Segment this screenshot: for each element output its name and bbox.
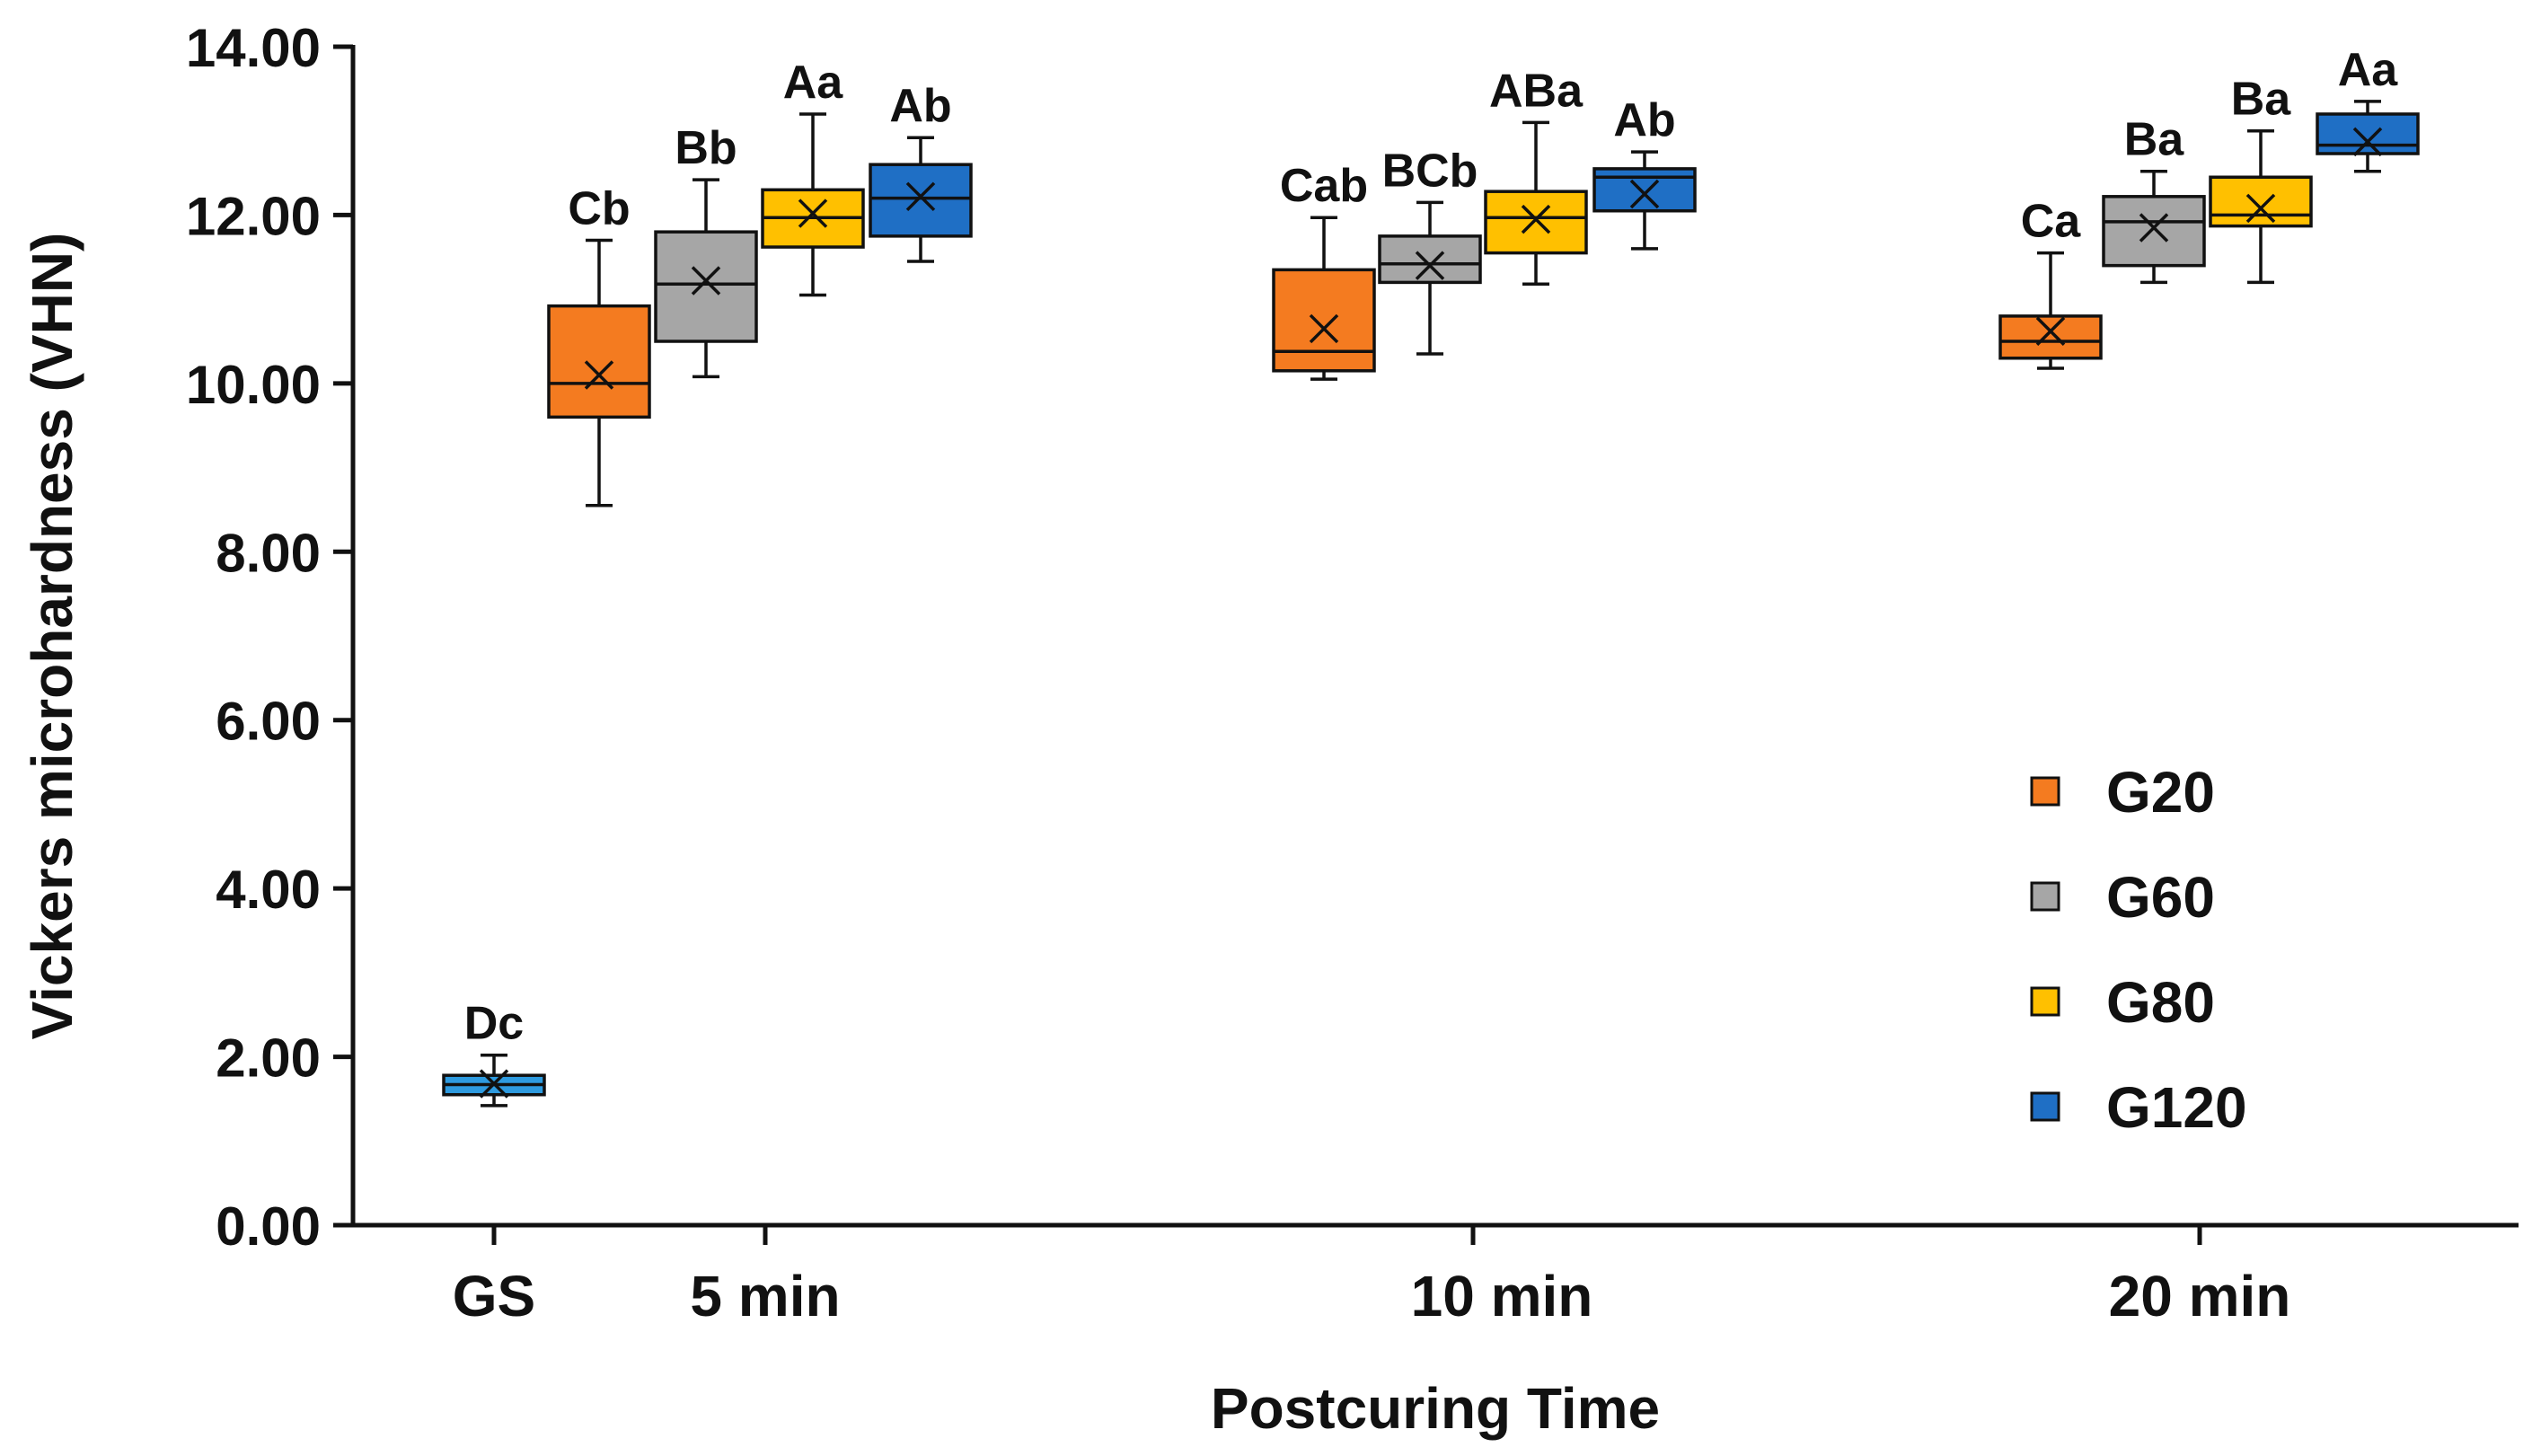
y-axis-ticks: 0.00 2.00 4.00 6.00 8.00 10.00 12.00 14.00 — [186, 18, 353, 1257]
box-iqr — [2209, 175, 2313, 228]
legend-item-G120: G120 — [2030, 1075, 2247, 1140]
box-iqr — [1484, 190, 1588, 255]
box-5min-G120 — [869, 136, 973, 263]
y-tick-label: 8.00 — [216, 523, 321, 583]
x-tick-label: 20 min — [2109, 1264, 2291, 1328]
box-iqr — [1998, 314, 2103, 360]
significance-letter: Aa — [783, 57, 844, 109]
mean-marker — [479, 1069, 509, 1099]
y-tick-label: 6.00 — [216, 692, 321, 752]
box-20min-G120 — [2316, 100, 2420, 173]
box-iqr — [654, 230, 758, 343]
box-5min-G20 — [547, 238, 651, 507]
y-tick-label: 0.00 — [216, 1196, 321, 1257]
mean-marker — [1629, 179, 1660, 209]
legend-label: G60 — [2106, 865, 2215, 930]
significance-letter: Ba — [2231, 74, 2292, 126]
legend-swatch — [2030, 1091, 2060, 1122]
mean-marker — [584, 360, 614, 390]
legend-label: G20 — [2106, 760, 2215, 825]
significance-letter: Ca — [2021, 196, 2082, 248]
box-10min-G80 — [1484, 120, 1588, 287]
mean-marker — [691, 266, 721, 296]
box-iqr — [869, 163, 973, 238]
box-5min-G80 — [761, 112, 865, 297]
box-20min-G60 — [2102, 169, 2206, 285]
box-10min-G120 — [1592, 150, 1697, 251]
mean-marker — [1309, 313, 1339, 344]
legend-item-G20: G20 — [2030, 760, 2215, 825]
legend-item-G60: G60 — [2030, 865, 2215, 930]
box-iqr — [1378, 234, 1482, 285]
box-10min-G60 — [1378, 200, 1482, 356]
box-20min-G80 — [2209, 128, 2313, 285]
significance-letter: Aa — [2338, 44, 2399, 96]
y-axis-title: Vickers microhardness (VHN) — [20, 233, 84, 1040]
box-20min-G20 — [1998, 251, 2103, 370]
box-series — [442, 100, 2420, 1107]
legend-swatch — [2030, 986, 2060, 1017]
y-tick-label: 2.00 — [216, 1028, 321, 1089]
mean-marker — [1521, 204, 1551, 234]
mean-marker — [905, 181, 936, 212]
significance-letter: Bb — [675, 122, 737, 174]
y-tick-label: 4.00 — [216, 860, 321, 920]
legend-label: G80 — [2106, 970, 2215, 1035]
box-10min-G20 — [1272, 216, 1376, 381]
box-iqr — [1272, 268, 1376, 373]
y-tick-label: 14.00 — [186, 18, 321, 78]
legend-swatch — [2030, 881, 2060, 912]
significance-letter: Dc — [464, 998, 524, 1050]
legend: G20 G60 G80 G120 — [2030, 760, 2247, 1140]
box-iqr — [2316, 112, 2420, 155]
mean-marker — [2352, 127, 2383, 157]
x-axis-title: Postcuring Time — [1211, 1376, 1660, 1441]
y-tick-label: 12.00 — [186, 186, 321, 246]
significance-letter: Ab — [1613, 94, 1675, 146]
significance-letter: Cab — [1280, 160, 1368, 212]
box-iqr — [1592, 167, 1697, 213]
y-tick-label: 10.00 — [186, 355, 321, 415]
mean-marker — [2245, 193, 2276, 224]
box-iqr — [547, 304, 651, 419]
significance-letter: ABa — [1489, 65, 1584, 117]
mean-marker — [1415, 251, 1445, 280]
mean-marker — [2139, 213, 2169, 243]
mean-marker — [2035, 316, 2066, 346]
legend-swatch — [2030, 776, 2060, 807]
legend-item-G80: G80 — [2030, 970, 2215, 1035]
significance-letter: BCb — [1382, 145, 1478, 197]
x-axis-ticks: GS 5 min 10 min 20 min — [453, 1225, 2291, 1328]
significance-letter: Cb — [568, 183, 630, 235]
significance-letter: Ba — [2124, 114, 2185, 166]
mean-marker — [798, 199, 828, 228]
x-tick-label: GS — [453, 1264, 535, 1328]
box-iqr — [2102, 195, 2206, 268]
significance-letter: Ab — [889, 80, 951, 132]
box-GS-GS — [442, 1053, 546, 1107]
x-tick-label: 5 min — [690, 1264, 840, 1328]
legend-label: G120 — [2106, 1075, 2247, 1140]
box-5min-G60 — [654, 178, 758, 379]
x-tick-label: 10 min — [1411, 1264, 1593, 1328]
